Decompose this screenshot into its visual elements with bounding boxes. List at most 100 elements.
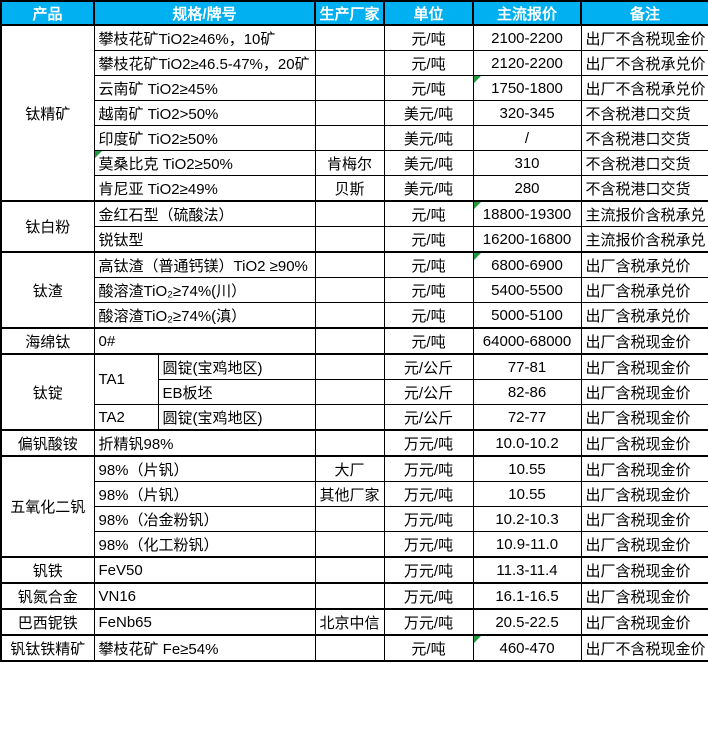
manufacturer-cell xyxy=(314,100,385,126)
manufacturer-cell xyxy=(314,277,385,303)
manufacturer-cell xyxy=(314,556,385,584)
price-cell: 460-470 xyxy=(472,634,582,662)
price-cell: 10.55 xyxy=(472,481,582,507)
table-row: 钛白粉 金红石型（硫酸法） 元/吨 18800-19300 主流报价含税承兑 xyxy=(0,200,708,253)
product-cell: 钛锭 xyxy=(0,353,95,431)
unit-cell: 万元/吨 xyxy=(383,481,474,507)
table-row: 酸溶渣TiO₂≥74%(川） 元/吨 5400-5500 出厂含税承兑价 xyxy=(1,277,708,303)
col-header-spec: 规格/牌号 xyxy=(92,0,317,26)
manufacturer-cell: 大厂 xyxy=(314,455,385,482)
price-cell: / xyxy=(472,125,582,151)
note-cell: 不含税港口交货 xyxy=(580,125,708,151)
note-cell: 出厂不含税承兑价 xyxy=(580,50,708,76)
spec-cell: VN16 xyxy=(93,582,316,610)
note-cell: 出厂含税现金价 xyxy=(580,353,708,380)
product-cell: 巴西铌铁 xyxy=(0,608,95,636)
manufacturer-cell xyxy=(314,75,385,101)
unit-cell: 万元/吨 xyxy=(383,531,474,558)
note-cell: 出厂含税现金价 xyxy=(580,455,708,482)
note-cell: 不含税港口交货 xyxy=(580,175,708,202)
manufacturer-cell: 贝斯 xyxy=(314,175,385,202)
price-cell: 5400-5500 xyxy=(472,277,582,303)
product-cell: 钛渣 xyxy=(0,251,95,329)
note-cell: 出厂含税现金价 xyxy=(580,506,708,532)
manufacturer-cell xyxy=(314,251,385,278)
manufacturer-cell xyxy=(314,404,385,431)
note-cell: 出厂含税现金价 xyxy=(580,429,708,457)
unit-cell: 美元/吨 xyxy=(383,100,474,126)
note-cell: 不含税港口交货 xyxy=(580,150,708,176)
error-indicator-icon xyxy=(95,151,102,158)
unit-cell: 元/吨 xyxy=(383,226,474,253)
price-cell: 64000-68000 xyxy=(472,327,582,355)
manufacturer-cell xyxy=(314,50,385,76)
spec-cell: 酸溶渣TiO₂≥74%(滇） xyxy=(93,302,316,329)
manufacturer-cell xyxy=(314,429,385,457)
spec-cell: 圆锭(宝鸡地区) xyxy=(157,404,316,431)
unit-cell: 元/公斤 xyxy=(383,379,474,405)
col-header-product: 产品 xyxy=(0,0,95,26)
price-table: 产品 规格/牌号 生产厂家 单位 主流报价 备注 钛精矿 攀枝花矿TiO2≥46… xyxy=(0,0,708,662)
spec-cell: 酸溶渣TiO₂≥74%(川） xyxy=(93,277,316,303)
table-row: 钛锭 TA1 圆锭(宝鸡地区) 元/公斤 77-81 出厂含税现金价 xyxy=(0,353,708,431)
col-header-price: 主流报价 xyxy=(472,0,583,26)
price-cell: 320-345 xyxy=(472,100,582,126)
spec-cell: 98%（化工粉钒） xyxy=(93,531,316,558)
note-cell: 出厂不含税承兑价 xyxy=(580,75,708,101)
unit-cell: 元/吨 xyxy=(383,327,474,355)
note-cell: 出厂含税现金价 xyxy=(580,531,708,558)
table-row: 钛精矿 攀枝花矿TiO2≥46%，10矿 元/吨 2100-2200 出厂不含税… xyxy=(0,24,708,202)
price-cell: 16.1-16.5 xyxy=(472,582,582,610)
product-cell: 钛白粉 xyxy=(0,200,95,253)
product-cell: 钒钛铁精矿 xyxy=(0,634,95,662)
table-row: 五氧化二钒 98%（片钒） 大厂 万元/吨 10.55 出厂含税现金价 xyxy=(0,455,708,558)
spec-cell: 98%（冶金粉钒） xyxy=(93,506,316,532)
spec-cell: 98%（片钒） xyxy=(93,481,316,507)
manufacturer-cell xyxy=(314,506,385,532)
spec-cell: 圆锭(宝鸡地区) xyxy=(157,353,316,380)
manufacturer-cell: 北京中信 xyxy=(314,608,385,636)
price-cell: 2120-2200 xyxy=(472,50,582,76)
spec-cell: 98%（片钒） xyxy=(93,455,316,482)
col-header-manufacturer: 生产厂家 xyxy=(314,0,386,26)
spec-cell: EB板坯 xyxy=(157,379,316,405)
manufacturer-cell: 肯梅尔 xyxy=(314,150,385,176)
price-cell: 280 xyxy=(472,175,582,202)
col-header-note: 备注 xyxy=(580,0,708,26)
note-cell: 出厂含税现金价 xyxy=(580,481,708,507)
manufacturer-cell xyxy=(314,582,385,610)
note-cell: 出厂含税现金价 xyxy=(580,556,708,584)
note-cell: 不含税港口交货 xyxy=(580,100,708,126)
table-row: 98%（冶金粉钒） 万元/吨 10.2-10.3 出厂含税现金价 xyxy=(1,506,708,532)
unit-cell: 元/吨 xyxy=(383,302,474,329)
unit-cell: 万元/吨 xyxy=(383,455,474,482)
manufacturer-cell xyxy=(314,226,385,253)
table-row: 肯尼亚 TiO2≥49% 贝斯 美元/吨 280 不含税港口交货 xyxy=(1,175,708,202)
unit-cell: 元/吨 xyxy=(383,200,474,227)
price-cell: 82-86 xyxy=(472,379,582,405)
note-cell: 出厂含税现金价 xyxy=(580,404,708,431)
spec-cell: 越南矿 TiO2>50% xyxy=(93,100,316,126)
spec-cell: 云南矿 TiO2≥45% xyxy=(93,75,316,101)
table-row: 攀枝花矿TiO2≥46.5-47%，20矿 元/吨 2120-2200 出厂不含… xyxy=(1,50,708,76)
unit-cell: 美元/吨 xyxy=(383,150,474,176)
table-row: 酸溶渣TiO₂≥74%(滇） 元/吨 5000-5100 出厂含税承兑价 xyxy=(1,302,708,329)
manufacturer-cell xyxy=(314,353,385,380)
unit-cell: 元/吨 xyxy=(383,251,474,278)
spec-cell: 莫桑比克 TiO2≥50% xyxy=(93,150,316,176)
unit-cell: 元/公斤 xyxy=(383,404,474,431)
header-row: 产品 规格/牌号 生产厂家 单位 主流报价 备注 xyxy=(0,0,708,26)
spec-cell: 高钛渣（普通钙镁）TiO2 ≥90% xyxy=(93,251,316,278)
spec-cell: 印度矿 TiO2≥50% xyxy=(93,125,316,151)
table-row: 98%（化工粉钒） 万元/吨 10.9-11.0 出厂含税现金价 xyxy=(1,531,708,558)
unit-cell: 元/吨 xyxy=(383,24,474,51)
manufacturer-cell xyxy=(314,634,385,662)
unit-cell: 元/吨 xyxy=(383,634,474,662)
manufacturer-cell xyxy=(314,125,385,151)
product-cell: 偏钒酸铵 xyxy=(0,429,95,457)
error-indicator-icon xyxy=(474,76,481,83)
unit-cell: 万元/吨 xyxy=(383,506,474,532)
spec-cell: 肯尼亚 TiO2≥49% xyxy=(93,175,316,202)
price-cell: 10.0-10.2 xyxy=(472,429,582,457)
spec-cell: 金红石型（硫酸法） xyxy=(93,200,316,227)
